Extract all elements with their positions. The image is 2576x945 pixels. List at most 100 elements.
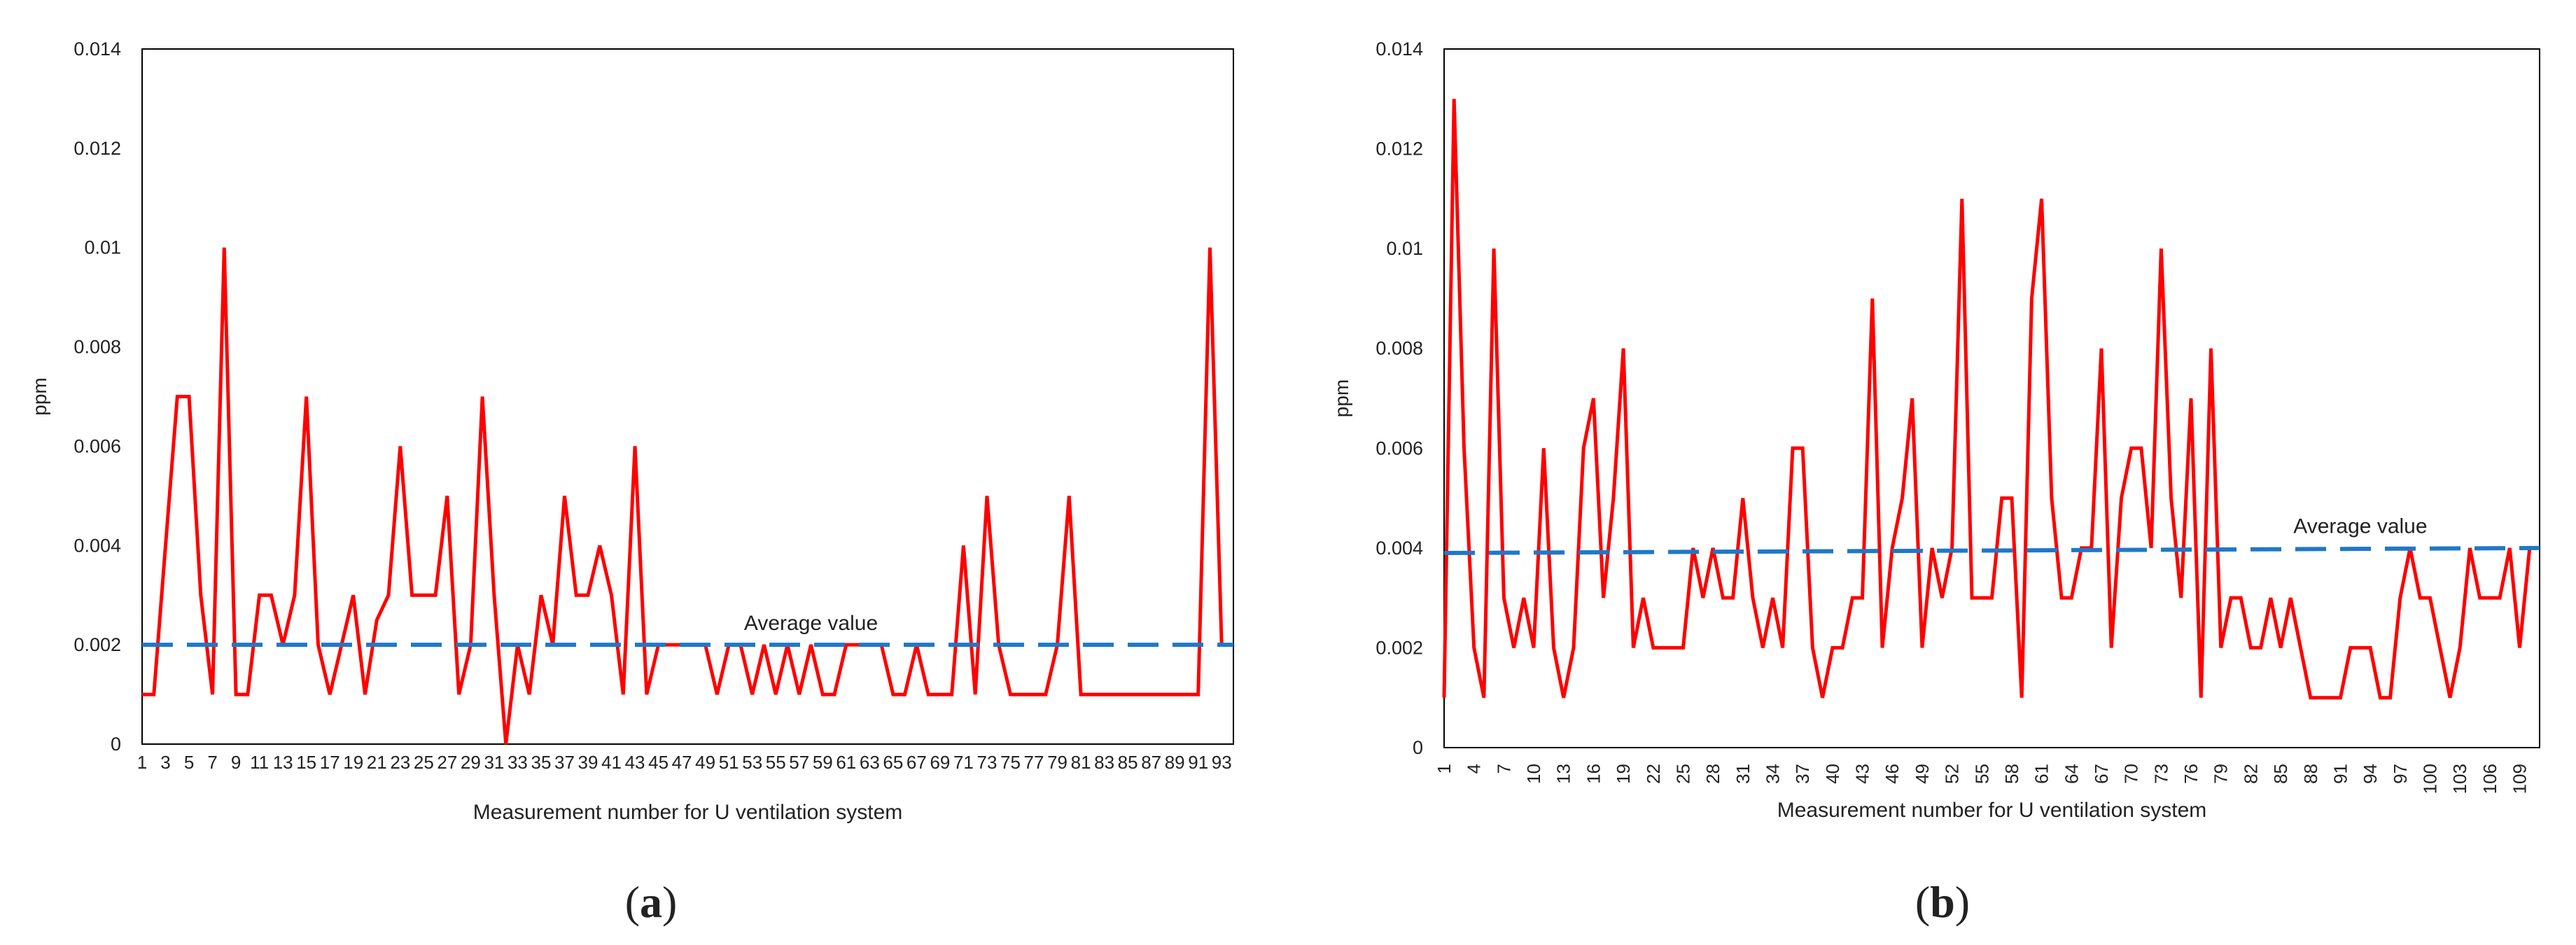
x-tick-label: 39 bbox=[578, 752, 598, 773]
x-tick-label: 22 bbox=[1643, 764, 1664, 784]
x-tick-label: 85 bbox=[2270, 764, 2291, 784]
y-tick-label: 0.006 bbox=[1376, 438, 1423, 458]
x-tick-label: 35 bbox=[531, 752, 551, 773]
x-tick-label: 88 bbox=[2300, 764, 2321, 784]
y-tick-label: 0.014 bbox=[74, 38, 121, 59]
x-tick-label: 37 bbox=[1792, 764, 1813, 784]
chart-panel-b: 0 0.002 0.004 0.006 0.008 0.01 0.012 0.014 1 4 7 10… bbox=[1331, 38, 2540, 927]
x-tick-label: 37 bbox=[554, 752, 575, 773]
y-axis-title: ppm bbox=[29, 377, 50, 415]
x-tick-label: 1 bbox=[1434, 764, 1455, 774]
x-tick-label: 49 bbox=[695, 752, 715, 773]
x-tick-label: 55 bbox=[766, 752, 786, 773]
x-tick-label: 87 bbox=[1141, 752, 1161, 773]
x-tick-label: 7 bbox=[207, 752, 217, 773]
x-tick-label: 9 bbox=[231, 752, 241, 773]
x-tick-label: 53 bbox=[742, 752, 762, 773]
x-tick-label: 49 bbox=[1912, 764, 1933, 784]
x-tick-label: 57 bbox=[789, 752, 809, 773]
x-tick-label: 31 bbox=[1732, 764, 1754, 784]
x-tick-label: 106 bbox=[2479, 764, 2500, 794]
x-tick-label: 46 bbox=[1882, 764, 1903, 784]
panel-label: (b) bbox=[1915, 877, 1970, 927]
x-tick-label: 94 bbox=[2360, 764, 2381, 784]
y-tick-label: 0.008 bbox=[74, 337, 121, 358]
x-tick-label: 19 bbox=[1613, 764, 1634, 784]
x-tick-label: 75 bbox=[1000, 752, 1021, 773]
y-tick-label: 0.012 bbox=[1376, 139, 1423, 160]
y-tick-label: 0.014 bbox=[1376, 38, 1423, 59]
x-tick-label: 16 bbox=[1583, 764, 1604, 784]
x-tick-label: 45 bbox=[648, 752, 668, 773]
y-tick-label: 0.004 bbox=[74, 535, 121, 556]
x-tick-label: 71 bbox=[953, 752, 974, 773]
y-tick-label: 0.002 bbox=[74, 634, 121, 655]
x-tick-label: 76 bbox=[2180, 764, 2202, 784]
x-tick-label: 61 bbox=[2031, 764, 2052, 784]
x-tick-label: 65 bbox=[883, 752, 903, 773]
y-tick-label: 0 bbox=[111, 734, 121, 755]
x-tick-label: 73 bbox=[977, 752, 997, 773]
x-axis-title: Measurement number for U ventilation sys… bbox=[473, 801, 903, 824]
x-tick-label: 77 bbox=[1024, 752, 1044, 773]
x-tick-label: 52 bbox=[1942, 764, 1963, 784]
panel-label: (a) bbox=[625, 877, 678, 927]
x-axis-title: Measurement number for U ventilation sys… bbox=[1777, 799, 2207, 822]
x-tick-label: 79 bbox=[1047, 752, 1068, 773]
x-tick-label: 29 bbox=[461, 752, 481, 773]
x-tick-label: 11 bbox=[250, 752, 269, 773]
x-tick-label: 15 bbox=[296, 752, 316, 773]
x-tick-label: 10 bbox=[1523, 764, 1544, 784]
x-tick-label: 51 bbox=[719, 752, 739, 773]
x-tick-label: 41 bbox=[601, 752, 622, 773]
y-tick-label: 0 bbox=[1413, 737, 1423, 758]
x-tick-label: 82 bbox=[2240, 764, 2261, 784]
x-tick-label: 43 bbox=[625, 752, 645, 773]
x-tick-label: 61 bbox=[836, 752, 856, 773]
x-tick-label: 1 bbox=[137, 752, 147, 773]
x-tick-label: 13 bbox=[273, 752, 293, 773]
x-tick-label: 93 bbox=[1212, 752, 1232, 773]
x-tick-label: 70 bbox=[2121, 764, 2142, 784]
y-tick-label: 0.002 bbox=[1376, 637, 1423, 658]
x-tick-label: 31 bbox=[484, 752, 504, 773]
x-tick-label: 109 bbox=[2510, 764, 2530, 794]
ppm-series-line bbox=[142, 247, 1233, 745]
x-tick-label: 83 bbox=[1094, 752, 1114, 773]
x-tick-label: 63 bbox=[860, 752, 880, 773]
x-tick-label: 103 bbox=[2449, 764, 2470, 794]
x-tick-label: 28 bbox=[1702, 764, 1723, 784]
y-axis-title: ppm bbox=[1331, 379, 1352, 417]
y-tick-label: 0.01 bbox=[84, 237, 121, 258]
x-tick-label: 25 bbox=[1672, 764, 1693, 784]
x-tick-label: 64 bbox=[2061, 764, 2082, 784]
x-tick-label: 7 bbox=[1493, 764, 1514, 774]
y-tick-label: 0.006 bbox=[74, 435, 121, 456]
x-tick-label: 27 bbox=[437, 752, 457, 773]
average-value-line bbox=[1443, 545, 2540, 555]
x-tick-label: 79 bbox=[2211, 764, 2232, 784]
plot-area-frame bbox=[141, 48, 1234, 745]
y-tick-label: 0.012 bbox=[74, 138, 121, 159]
x-tick-label: 33 bbox=[507, 752, 528, 773]
x-tick-label: 55 bbox=[1971, 764, 1992, 784]
x-tick-label: 19 bbox=[343, 752, 363, 773]
x-tick-label: 25 bbox=[414, 752, 434, 773]
average-value-label: Average value bbox=[744, 612, 878, 635]
x-tick-label: 89 bbox=[1165, 752, 1185, 773]
x-tick-label: 73 bbox=[2150, 764, 2171, 784]
x-tick-label: 91 bbox=[2330, 764, 2351, 784]
x-tick-label: 13 bbox=[1553, 764, 1574, 784]
x-tick-label: 91 bbox=[1188, 752, 1208, 773]
x-tick-label: 17 bbox=[320, 752, 340, 773]
x-tick-label: 58 bbox=[2001, 764, 2022, 784]
x-tick-label: 3 bbox=[160, 752, 170, 773]
x-tick-label: 34 bbox=[1763, 764, 1784, 784]
x-tick-label: 100 bbox=[2420, 764, 2441, 794]
x-tick-label: 85 bbox=[1118, 752, 1138, 773]
x-tick-label: 47 bbox=[672, 752, 692, 773]
x-tick-label: 5 bbox=[184, 752, 194, 773]
x-tick-label: 21 bbox=[367, 752, 387, 773]
x-tick-label: 69 bbox=[930, 752, 950, 773]
